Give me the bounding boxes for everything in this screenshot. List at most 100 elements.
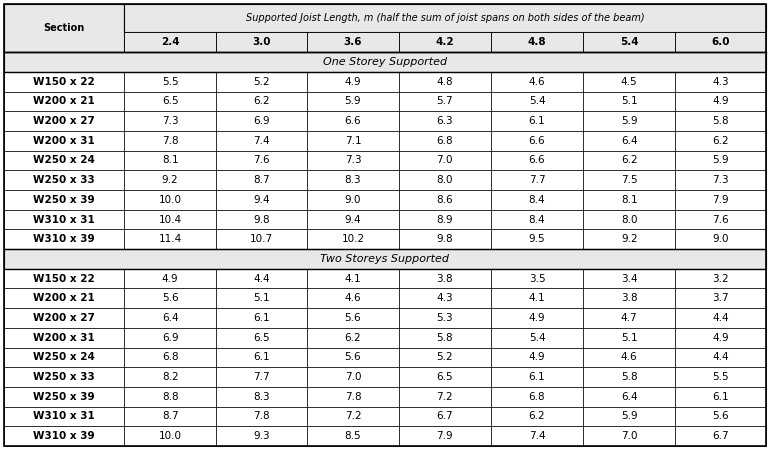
Text: 2.4: 2.4 — [161, 37, 179, 47]
Bar — [583, 269, 675, 288]
Bar — [125, 230, 216, 249]
Bar — [307, 151, 399, 170]
Bar — [675, 407, 766, 426]
Text: 8.3: 8.3 — [253, 392, 270, 402]
Text: W250 x 39: W250 x 39 — [33, 392, 95, 402]
Text: 8.1: 8.1 — [162, 155, 179, 166]
Bar — [675, 32, 766, 52]
Text: 9.0: 9.0 — [712, 234, 729, 244]
Bar — [216, 91, 307, 111]
Bar — [675, 269, 766, 288]
Bar — [675, 426, 766, 446]
Text: 8.4: 8.4 — [529, 215, 545, 225]
Text: 8.1: 8.1 — [621, 195, 638, 205]
Text: 6.4: 6.4 — [162, 313, 179, 323]
Bar — [125, 269, 216, 288]
Bar — [216, 347, 307, 367]
Bar — [4, 131, 125, 151]
Text: 9.0: 9.0 — [345, 195, 361, 205]
Bar — [675, 367, 766, 387]
Text: 4.9: 4.9 — [345, 76, 361, 87]
Bar — [675, 210, 766, 230]
Bar — [307, 190, 399, 210]
Text: W200 x 27: W200 x 27 — [33, 313, 95, 323]
Text: 6.7: 6.7 — [437, 411, 453, 422]
Text: W150 x 22: W150 x 22 — [33, 274, 95, 284]
Bar — [399, 210, 491, 230]
Text: 7.7: 7.7 — [529, 175, 545, 185]
Bar — [125, 91, 216, 111]
Text: 3.6: 3.6 — [343, 37, 362, 47]
Text: 6.9: 6.9 — [253, 116, 270, 126]
Bar — [307, 210, 399, 230]
Bar — [583, 328, 675, 347]
Text: Section: Section — [44, 23, 85, 33]
Text: W310 x 39: W310 x 39 — [33, 234, 95, 244]
Text: 8.7: 8.7 — [162, 411, 179, 422]
Text: 5.5: 5.5 — [162, 76, 179, 87]
Text: W200 x 21: W200 x 21 — [33, 293, 95, 303]
Bar — [4, 387, 125, 407]
Text: 3.7: 3.7 — [712, 293, 729, 303]
Bar — [307, 72, 399, 91]
Bar — [583, 210, 675, 230]
Bar — [399, 347, 491, 367]
Bar — [125, 4, 766, 32]
Text: 6.8: 6.8 — [162, 352, 179, 362]
Bar — [307, 269, 399, 288]
Bar — [491, 387, 583, 407]
Bar — [307, 308, 399, 328]
Text: 7.2: 7.2 — [437, 392, 453, 402]
Bar — [125, 308, 216, 328]
Bar — [4, 4, 125, 52]
Text: 4.3: 4.3 — [712, 76, 729, 87]
Text: 5.1: 5.1 — [621, 333, 638, 343]
Bar — [399, 131, 491, 151]
Bar — [307, 91, 399, 111]
Text: W200 x 31: W200 x 31 — [33, 333, 95, 343]
Bar — [399, 387, 491, 407]
Bar — [307, 288, 399, 308]
Text: 4.6: 4.6 — [345, 293, 361, 303]
Text: 8.9: 8.9 — [437, 215, 453, 225]
Text: 8.8: 8.8 — [162, 392, 179, 402]
Bar — [583, 32, 675, 52]
Bar — [4, 407, 125, 426]
Bar — [583, 407, 675, 426]
Text: 5.6: 5.6 — [162, 293, 179, 303]
Bar — [583, 151, 675, 170]
Bar — [583, 288, 675, 308]
Bar — [4, 367, 125, 387]
Text: 6.2: 6.2 — [253, 96, 270, 106]
Text: 5.9: 5.9 — [712, 155, 729, 166]
Text: 9.4: 9.4 — [253, 195, 270, 205]
Text: 5.8: 5.8 — [712, 116, 729, 126]
Bar — [491, 347, 583, 367]
Bar — [583, 91, 675, 111]
Bar — [399, 111, 491, 131]
Bar — [307, 230, 399, 249]
Text: 5.1: 5.1 — [621, 96, 638, 106]
Text: 4.5: 4.5 — [621, 76, 638, 87]
Text: Two Storeys Supported: Two Storeys Supported — [320, 254, 450, 264]
Text: 6.2: 6.2 — [621, 155, 638, 166]
Text: 9.4: 9.4 — [345, 215, 361, 225]
Text: 7.9: 7.9 — [712, 195, 729, 205]
Text: 5.9: 5.9 — [345, 96, 361, 106]
Bar — [491, 230, 583, 249]
Bar — [491, 170, 583, 190]
Text: 7.9: 7.9 — [437, 431, 453, 441]
Text: 9.5: 9.5 — [529, 234, 545, 244]
Bar — [583, 170, 675, 190]
Bar — [4, 91, 125, 111]
Bar — [399, 230, 491, 249]
Text: 3.4: 3.4 — [621, 274, 638, 284]
Text: 4.9: 4.9 — [162, 274, 179, 284]
Bar — [675, 328, 766, 347]
Text: 4.1: 4.1 — [345, 274, 361, 284]
Bar — [4, 52, 766, 72]
Text: 9.8: 9.8 — [437, 234, 453, 244]
Text: 4.8: 4.8 — [527, 37, 547, 47]
Text: W310 x 31: W310 x 31 — [33, 215, 95, 225]
Text: 7.0: 7.0 — [621, 431, 638, 441]
